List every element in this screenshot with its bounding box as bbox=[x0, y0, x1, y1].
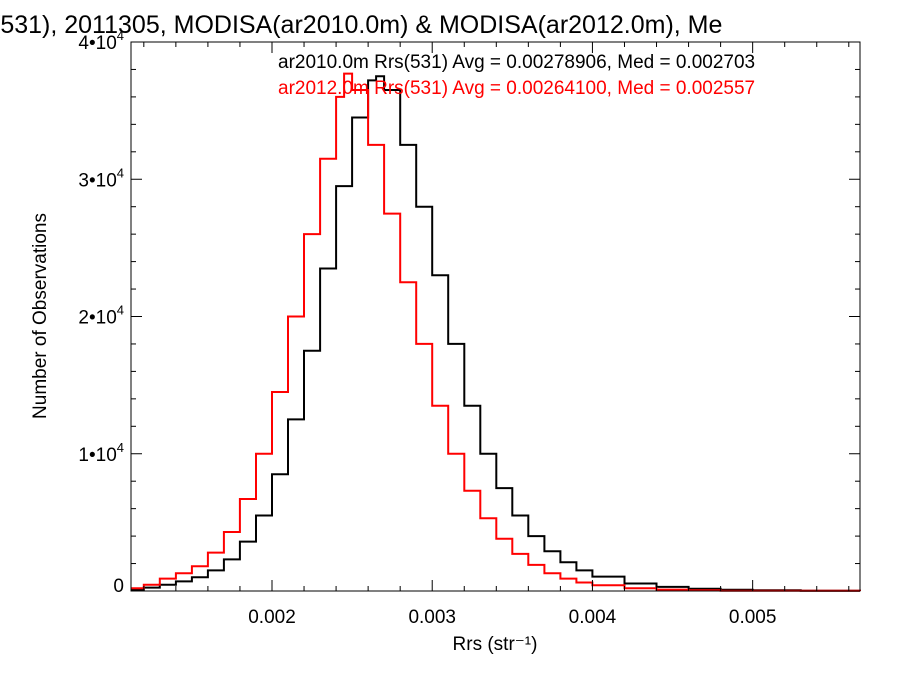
x-axis-label: Rrs (str⁻¹) bbox=[453, 634, 538, 655]
ticks-layer bbox=[131, 41, 860, 592]
legend: ar2010.0m Rrs(531) Avg = 0.00278906, Med… bbox=[278, 52, 755, 99]
series-layer bbox=[131, 72, 861, 592]
x-tick-label: 0.003 bbox=[408, 607, 456, 628]
series-line-2 bbox=[131, 72, 861, 592]
legend-entry-2: ar2012.0m Rrs(531) Avg = 0.00264100, Med… bbox=[278, 78, 755, 99]
y-tick-label: 0 bbox=[113, 576, 124, 597]
tick-labels-layer: 0.002 0.003 0.004 0.005 0 1•104 2•104 3•104 4•10… bbox=[78, 28, 776, 628]
y-tick-label: 2•104 bbox=[78, 303, 124, 329]
y-tick-label: 4•104 bbox=[78, 28, 124, 54]
y-axis-label: Number of Observations bbox=[30, 213, 51, 419]
x-tick-label: 0.004 bbox=[569, 607, 617, 628]
x-tick-label: 0.002 bbox=[248, 607, 296, 628]
y-tick-label: 1•104 bbox=[78, 440, 124, 466]
x-tick-label: 0.005 bbox=[729, 607, 777, 628]
chart-title: (531), 2011305, MODISA(ar2010.0m) & MODI… bbox=[0, 11, 722, 39]
series-line-1 bbox=[131, 75, 861, 592]
y-tick-label: 3•104 bbox=[78, 165, 124, 191]
legend-entry-1: ar2010.0m Rrs(531) Avg = 0.00278906, Med… bbox=[278, 52, 755, 73]
